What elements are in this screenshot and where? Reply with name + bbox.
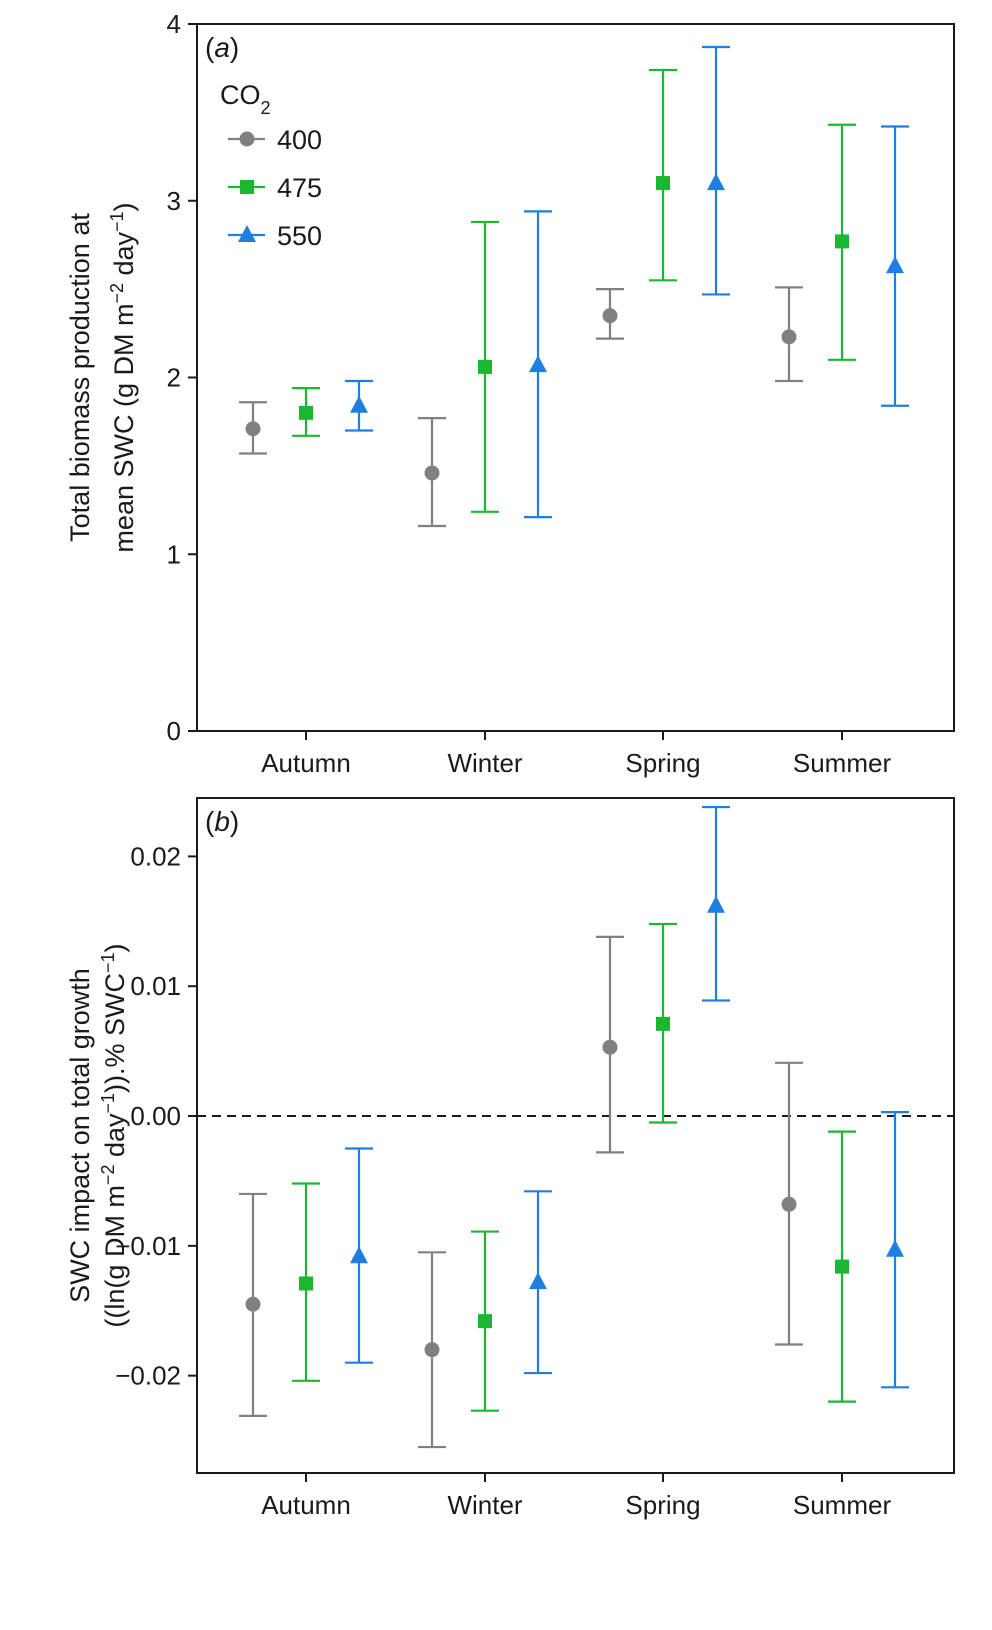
y-tick-label: 1 [167, 539, 181, 569]
y-tick-label: 0.02 [130, 841, 181, 871]
point-marker-triangle [886, 1239, 904, 1257]
point-marker-triangle [529, 355, 547, 373]
point-marker-circle [602, 308, 618, 324]
point-marker-square [478, 1314, 492, 1329]
x-tick-label: Summer [793, 1490, 892, 1520]
y-axis-title-line1: Total biomass production at [65, 213, 95, 542]
x-tick-label: Spring [625, 748, 700, 778]
y-axis-title-line2: ((ln(g DM m−2 day−1)).% SWC−1) [98, 943, 130, 1327]
point-marker-circle [781, 1196, 797, 1212]
point-marker-square [478, 359, 492, 374]
point-marker-triangle [707, 173, 725, 191]
series-co2-550 [345, 805, 909, 1389]
point-marker-triangle [350, 1246, 368, 1264]
point-marker-triangle [707, 895, 725, 913]
point-marker-square [835, 234, 849, 249]
series-co2-400 [239, 935, 803, 1449]
series-co2-475 [292, 68, 856, 513]
y-axis-title-line2: mean SWC (g DM m−2 day−1) [107, 202, 139, 552]
point-marker-square [240, 180, 254, 194]
y-tick-label: 0.00 [130, 1101, 181, 1131]
point-marker-circle [245, 421, 261, 437]
point-marker-circle [239, 131, 255, 147]
series-co2-475 [292, 922, 856, 1412]
x-tick-label: Winter [447, 1490, 522, 1520]
point-marker-triangle [886, 256, 904, 274]
legend-entry-475: 475 [228, 173, 322, 203]
point-marker-square [835, 1259, 849, 1274]
x-tick-label: Summer [793, 748, 892, 778]
point-marker-triangle [238, 225, 256, 242]
x-tick-label: Autumn [261, 748, 351, 778]
panel-a: 0 1 2 3 4 Autumn Winter Spring Summer Total bioma… [65, 9, 955, 778]
legend-entry-550: 550 [228, 221, 322, 251]
panel-label: (b) [205, 806, 239, 837]
point-marker-circle [602, 1039, 618, 1055]
y-tick-label: 3 [167, 186, 181, 216]
series-co2-400 [239, 286, 803, 528]
y-tick-label: 4 [167, 9, 181, 39]
x-tick-label: Spring [625, 1490, 700, 1520]
legend-entry-400: 400 [228, 125, 322, 155]
point-marker-circle [424, 1342, 440, 1358]
legend-title: CO2 [220, 80, 271, 118]
legend-label: 550 [277, 221, 322, 251]
point-marker-square [299, 405, 313, 420]
panel-b: −0.02 −0.01 0.00 0.01 0.02 Autumn Winter Spring… [65, 797, 955, 1520]
y-tick-label: 0.01 [130, 971, 181, 1001]
y-axis-title-line1: SWC impact on total growth [65, 968, 95, 1303]
y-tick-label: 2 [167, 363, 181, 393]
point-marker-square [656, 1016, 670, 1031]
point-marker-square [656, 176, 670, 191]
legend-label: 475 [277, 173, 322, 203]
series-co2-550 [345, 45, 909, 519]
point-marker-triangle [350, 395, 368, 413]
point-marker-circle [424, 465, 440, 481]
point-marker-circle [781, 329, 797, 345]
x-tick-label: Autumn [261, 1490, 351, 1520]
plot-frame [196, 797, 955, 1474]
y-tick-label: −0.02 [115, 1361, 181, 1391]
point-marker-square [299, 1276, 313, 1291]
point-marker-triangle [529, 1272, 547, 1290]
x-tick-label: Winter [447, 748, 522, 778]
point-marker-circle [245, 1296, 261, 1312]
legend-label: 400 [277, 125, 322, 155]
y-tick-label: 0 [167, 716, 181, 746]
panel-label: (a) [205, 32, 239, 63]
y-tick-label: −0.01 [115, 1231, 181, 1261]
